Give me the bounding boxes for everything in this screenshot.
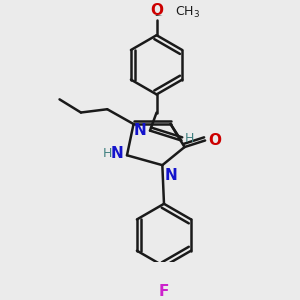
Text: O: O (208, 133, 221, 148)
Text: N: N (165, 168, 178, 183)
Text: F: F (159, 284, 169, 298)
Text: H: H (103, 147, 112, 160)
Text: O: O (150, 3, 163, 18)
Text: H: H (184, 132, 194, 145)
Text: CH$_3$: CH$_3$ (175, 4, 200, 20)
Text: N: N (111, 146, 124, 161)
Text: N: N (134, 123, 147, 138)
